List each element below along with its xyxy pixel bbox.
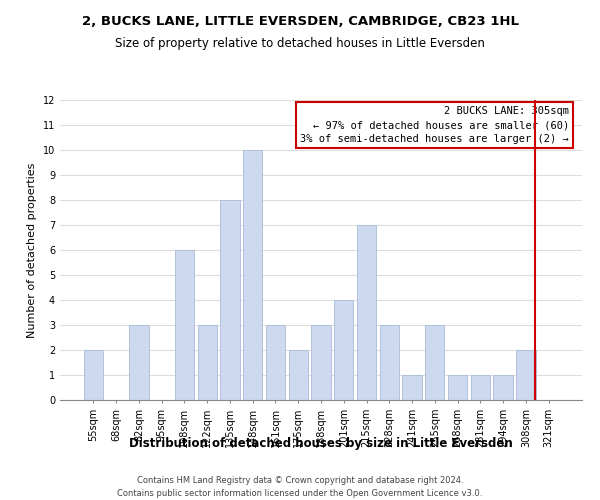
Bar: [470, 375, 490, 400]
Bar: [380, 325, 399, 400]
Bar: [197, 325, 217, 400]
Bar: [129, 325, 149, 400]
Bar: [448, 375, 467, 400]
Bar: [84, 350, 103, 400]
Bar: [220, 200, 239, 400]
Bar: [311, 325, 331, 400]
Bar: [334, 300, 353, 400]
Text: 2, BUCKS LANE, LITTLE EVERSDEN, CAMBRIDGE, CB23 1HL: 2, BUCKS LANE, LITTLE EVERSDEN, CAMBRIDG…: [82, 15, 518, 28]
Bar: [289, 350, 308, 400]
Bar: [516, 350, 536, 400]
Text: Contains public sector information licensed under the Open Government Licence v3: Contains public sector information licen…: [118, 489, 482, 498]
Bar: [493, 375, 513, 400]
Bar: [243, 150, 262, 400]
Text: Size of property relative to detached houses in Little Eversden: Size of property relative to detached ho…: [115, 38, 485, 51]
Text: Distribution of detached houses by size in Little Eversden: Distribution of detached houses by size …: [129, 438, 513, 450]
Bar: [266, 325, 285, 400]
Bar: [403, 375, 422, 400]
Y-axis label: Number of detached properties: Number of detached properties: [27, 162, 37, 338]
Bar: [357, 225, 376, 400]
Bar: [425, 325, 445, 400]
Text: Contains HM Land Registry data © Crown copyright and database right 2024.: Contains HM Land Registry data © Crown c…: [137, 476, 463, 485]
Text: 2 BUCKS LANE: 305sqm
← 97% of detached houses are smaller (60)
3% of semi-detach: 2 BUCKS LANE: 305sqm ← 97% of detached h…: [300, 106, 569, 144]
Bar: [175, 250, 194, 400]
